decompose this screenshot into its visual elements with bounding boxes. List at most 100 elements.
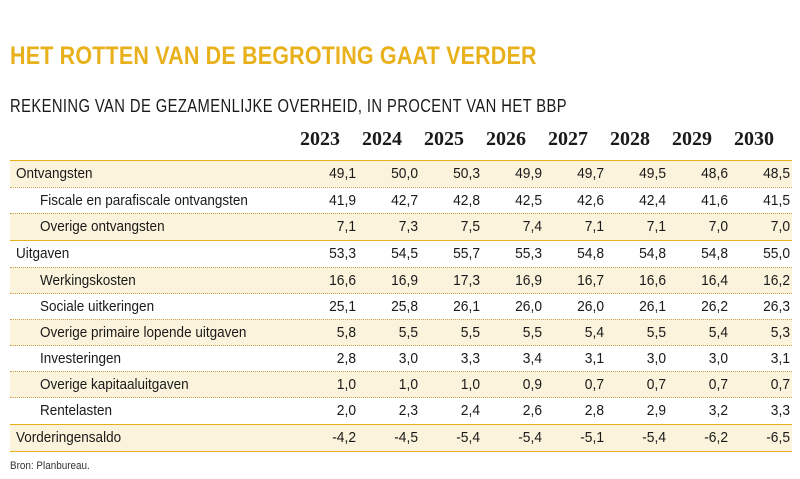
table-cell: 7,1 [336,218,356,235]
table-cell: 41,5 [763,192,790,209]
table-cell: 49,5 [639,165,666,182]
table-cell: 16,9 [515,272,542,289]
year-header: 2024 [362,128,402,150]
table-cell: 3,0 [398,350,418,367]
table-cell: 3,0 [708,350,728,367]
table-cell: 7,5 [460,218,480,235]
table-cell: 41,9 [329,192,356,209]
table-cell: 26,1 [453,298,480,315]
table-row: Werkingskosten 16,6 16,9 17,3 16,9 16,7 … [10,267,792,294]
table-cell: 42,7 [391,192,418,209]
table-row: Overige ontvangsten 7,1 7,3 7,5 7,4 7,1 … [10,213,792,240]
year-header: 2025 [424,128,464,150]
table-cell: 42,4 [639,192,666,209]
row-label: Vorderingensaldo [16,429,122,446]
table-cell: -6,5 [766,429,790,446]
table-cell: 5,5 [646,324,666,341]
year-header: 2029 [672,128,712,150]
table-cell: -4,5 [394,429,418,446]
table-cell: 2,4 [460,402,480,419]
table-cell: 1,0 [336,376,356,393]
table-cell: 2,6 [522,402,542,419]
row-label: Overige ontvangsten [40,218,165,235]
table-cell: 26,2 [701,298,728,315]
table-row: Overige primaire lopende uitgaven 5,8 5,… [10,319,792,346]
table-cell: 16,9 [391,272,418,289]
table-row: Overige kapitaaluitgaven 1,0 1,0 1,0 0,9… [10,371,792,398]
table-cell: 50,3 [453,165,480,182]
table-row: Investeringen 2,8 3,0 3,3 3,4 3,1 3,0 3,… [10,345,792,372]
table-cell: 16,4 [701,272,728,289]
table-cell: 2,9 [646,402,666,419]
table-cell: 2,3 [398,402,418,419]
year-header: 2028 [610,128,650,150]
table-cell: 50,0 [391,165,418,182]
table-cell: 0,7 [584,376,604,393]
table-cell: 54,8 [701,245,728,262]
table-cell: 49,7 [577,165,604,182]
table-cell: 25,8 [391,298,418,315]
table-cell: 3,1 [770,350,790,367]
table-cell: 54,5 [391,245,418,262]
table-cell: 25,1 [329,298,356,315]
table-cell: 5,8 [336,324,356,341]
table-cell: -6,2 [704,429,728,446]
table-cell: 16,6 [639,272,666,289]
table-cell: 55,0 [763,245,790,262]
table-cell: 1,0 [460,376,480,393]
row-label: Overige primaire lopende uitgaven [40,324,247,341]
table-row: Vorderingensaldo -4,2 -4,5 -5,4 -5,4 -5,… [10,424,792,452]
table-cell: 16,7 [577,272,604,289]
table-row: Uitgaven 53,3 54,5 55,7 55,3 54,8 54,8 5… [10,240,792,267]
row-label: Rentelasten [40,402,113,419]
table-cell: 26,3 [763,298,790,315]
table-cell: 48,5 [763,165,790,182]
table-row: Fiscale en parafiscale ontvangsten 41,9 … [10,187,792,214]
table-cell: 42,5 [515,192,542,209]
page-title: HET ROTTEN VAN DE BEGROTING GAAT VERDER [10,42,537,70]
table-cell: 7,1 [646,218,666,235]
source-note: Bron: Planbureau. [10,460,90,472]
table-cell: 55,3 [515,245,542,262]
table-cell: 5,4 [708,324,728,341]
year-header: 2026 [486,128,526,150]
table-cell: 3,4 [522,350,542,367]
table-cell: 16,2 [763,272,790,289]
table-cell: 0,7 [646,376,666,393]
row-label: Uitgaven [16,245,70,262]
table-cell: 7,3 [398,218,418,235]
table-cell: 3,1 [584,350,604,367]
table-cell: 41,6 [701,192,728,209]
table-cell: 7,0 [770,218,790,235]
table-cell: 54,8 [577,245,604,262]
table-subtitle: REKENING VAN DE GEZAMENLIJKE OVERHEID, I… [10,96,568,116]
table-cell: 17,3 [453,272,480,289]
table-cell: 1,0 [398,376,418,393]
table-cell: 26,1 [639,298,666,315]
table-cell: 54,8 [639,245,666,262]
table-row: Ontvangsten 49,1 50,0 50,3 49,9 49,7 49,… [10,160,792,187]
table-cell: 16,6 [329,272,356,289]
table-cell: 2,8 [336,350,356,367]
table-cell: 0,7 [770,376,790,393]
table-cell: 5,5 [460,324,480,341]
table-cell: 2,8 [584,402,604,419]
table-cell: 0,7 [708,376,728,393]
table-cell: 7,1 [584,218,604,235]
table-cell: -5,4 [456,429,480,446]
table-cell: 5,5 [398,324,418,341]
table-cell: 2,0 [336,402,356,419]
table-cell: 5,5 [522,324,542,341]
table-cell: -5,4 [518,429,542,446]
table-cell: -5,4 [642,429,666,446]
table-cell: 42,6 [577,192,604,209]
table-row: Rentelasten 2,0 2,3 2,4 2,6 2,8 2,9 3,2 … [10,397,792,424]
table-cell: 3,0 [646,350,666,367]
year-header: 2030 [734,128,774,150]
year-header: 2023 [300,128,340,150]
table-cell: 3,3 [770,402,790,419]
table-row: Sociale uitkeringen 25,1 25,8 26,1 26,0 … [10,293,792,320]
table-cell: 26,0 [577,298,604,315]
table-cell: 49,1 [329,165,356,182]
year-header: 2027 [548,128,588,150]
